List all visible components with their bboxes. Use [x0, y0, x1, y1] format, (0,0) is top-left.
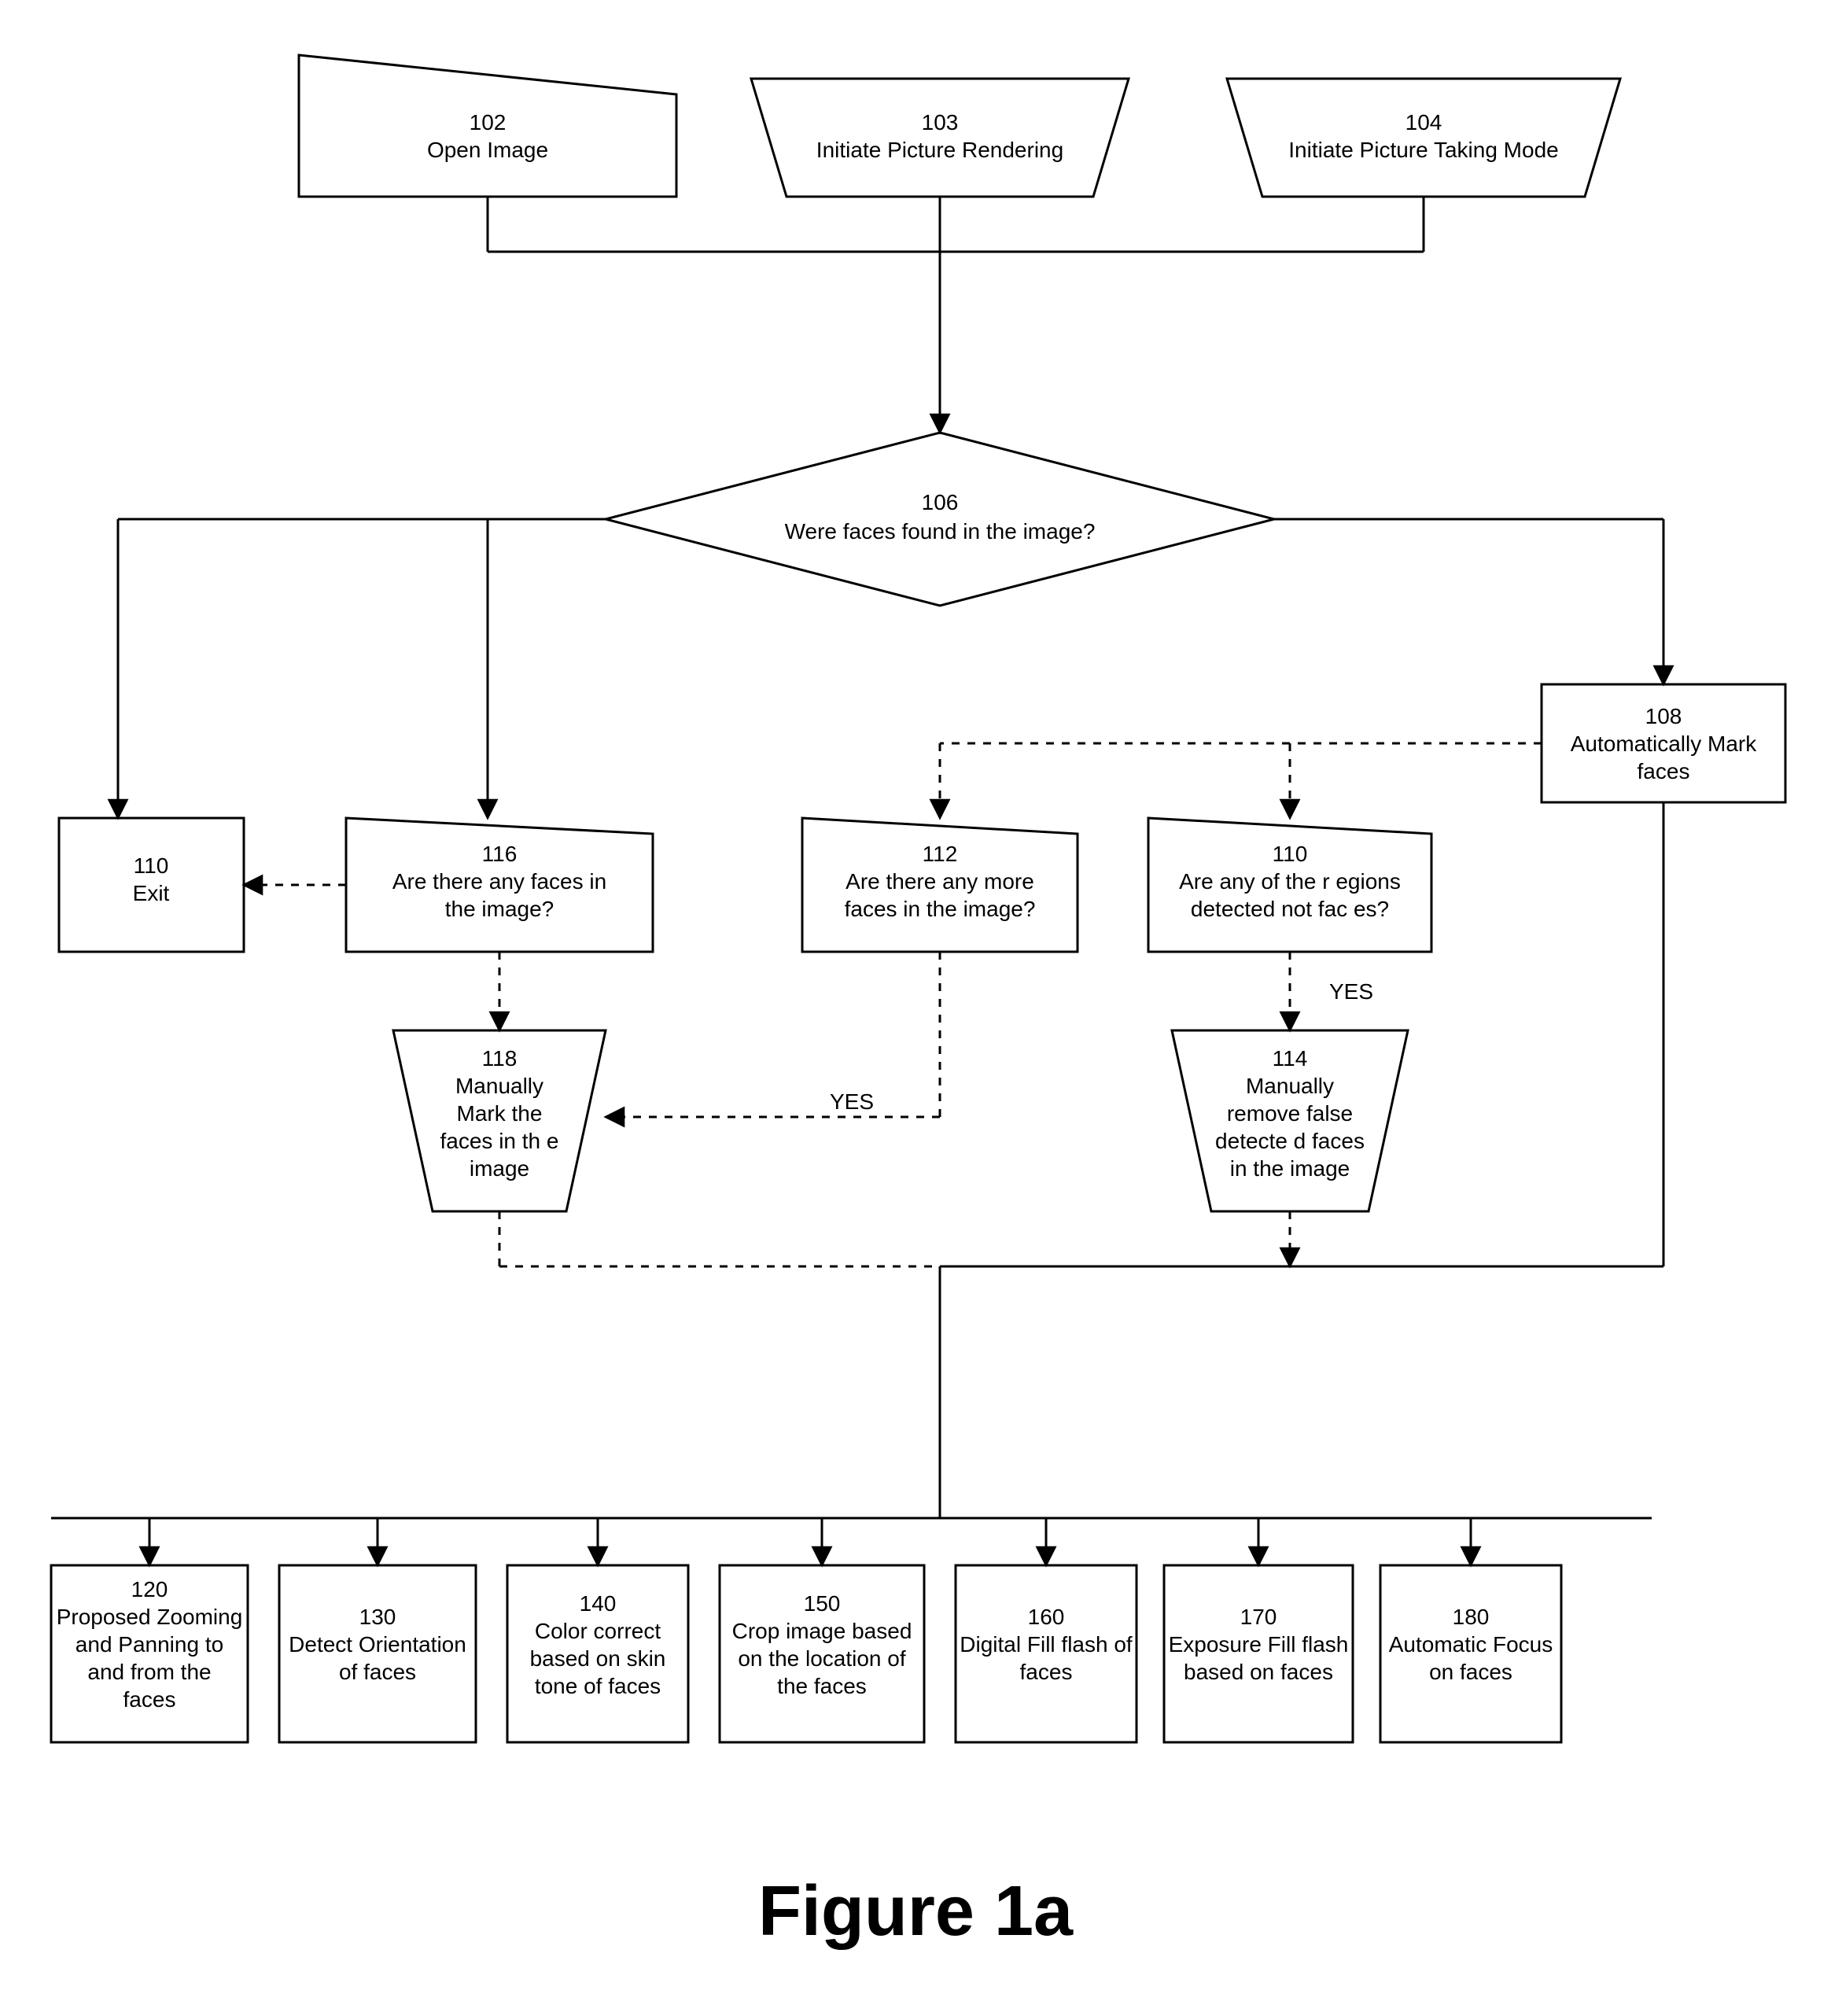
- edge-106-left: [118, 519, 606, 818]
- node-120: 120 Proposed Zooming and Panning to and …: [51, 1565, 248, 1742]
- edge-label-yes1: YES: [1329, 979, 1373, 1004]
- node-110exit-num: 110: [134, 853, 169, 878]
- node-180: 180 Automatic Focus on faces: [1380, 1565, 1561, 1742]
- node-130: 130 Detect Orientation of faces: [279, 1565, 476, 1742]
- edge-top-merge: [488, 197, 1424, 433]
- svg-text:faces: faces: [123, 1687, 176, 1712]
- node-106-decision: 106 Were faces found in the image?: [606, 433, 1274, 606]
- node-114-manual-remove: 114 Manually remove false detecte d face…: [1172, 1030, 1408, 1211]
- node-108-l1: Automatically Mark: [1571, 732, 1758, 756]
- svg-text:170: 170: [1240, 1605, 1277, 1629]
- node-103-num: 103: [922, 110, 959, 135]
- svg-text:tone of faces: tone of faces: [535, 1674, 661, 1698]
- svg-text:Digital Fill flash of: Digital Fill flash of: [960, 1632, 1133, 1657]
- edge-118-down: [499, 1211, 940, 1266]
- node-118-manual-mark: 118 Manually Mark the faces in th e imag…: [393, 1030, 606, 1211]
- edge-label-yes2: YES: [830, 1089, 874, 1114]
- node-106-num: 106: [922, 490, 959, 514]
- node-116-num: 116: [482, 842, 518, 866]
- svg-text:on faces: on faces: [1429, 1660, 1512, 1684]
- svg-text:based on faces: based on faces: [1184, 1660, 1333, 1684]
- svg-text:the faces: the faces: [777, 1674, 867, 1698]
- node-104-initiate-taking: 104 Initiate Picture Taking Mode: [1227, 79, 1620, 197]
- edge-114-down: [940, 1211, 1290, 1266]
- edge-112-to-118: [606, 952, 940, 1117]
- node-110r-num: 110: [1273, 842, 1308, 866]
- node-116-l1: Are there any faces in: [392, 869, 606, 894]
- node-150: 150 Crop image based on the location of …: [720, 1565, 924, 1742]
- svg-text:160: 160: [1028, 1605, 1065, 1629]
- node-120-num: 120: [131, 1577, 168, 1601]
- node-112-any-more-faces: 112 Are there any more faces in the imag…: [802, 818, 1078, 952]
- node-104-label: Initiate Picture Taking Mode: [1288, 138, 1558, 162]
- node-160: 160 Digital Fill flash of faces: [956, 1565, 1137, 1742]
- node-108-num: 108: [1645, 704, 1682, 728]
- node-104-num: 104: [1405, 110, 1442, 135]
- node-112-l1: Are there any more: [846, 869, 1034, 894]
- node-140: 140 Color correct based on skin tone of …: [507, 1565, 688, 1742]
- node-118-l1: Manually: [455, 1074, 543, 1098]
- edge-106-right: [1274, 519, 1663, 684]
- node-110-regions: 110 Are any of the r egions detected not…: [1148, 818, 1431, 952]
- node-114-l2: remove false: [1227, 1101, 1353, 1126]
- svg-text:Crop image based: Crop image based: [732, 1619, 912, 1643]
- figure-caption: Figure 1a: [758, 1872, 1074, 1951]
- node-103-initiate-rendering: 103 Initiate Picture Rendering: [751, 79, 1129, 197]
- node-118-num: 118: [482, 1046, 518, 1071]
- node-106-label: Were faces found in the image?: [785, 519, 1096, 544]
- node-114-l3: detecte d faces: [1215, 1129, 1365, 1153]
- node-114-l1: Manually: [1246, 1074, 1334, 1098]
- node-118-l4: image: [470, 1156, 529, 1181]
- node-110-exit: 110 Exit: [59, 818, 244, 952]
- node-116-any-faces: 116 Are there any faces in the image?: [346, 818, 653, 952]
- svg-text:on the location of: on the location of: [738, 1646, 905, 1671]
- node-103-label: Initiate Picture Rendering: [816, 138, 1063, 162]
- svg-text:Exposure Fill flash: Exposure Fill flash: [1169, 1632, 1349, 1657]
- svg-text:faces: faces: [1020, 1660, 1073, 1684]
- svg-text:based on skin: based on skin: [530, 1646, 666, 1671]
- node-170: 170 Exposure Fill flash based on faces: [1164, 1565, 1353, 1742]
- node-108-l2: faces: [1638, 759, 1690, 783]
- svg-text:180: 180: [1453, 1605, 1490, 1629]
- node-110exit-label: Exit: [133, 881, 170, 905]
- svg-text:Detect Orientation: Detect Orientation: [289, 1632, 466, 1657]
- svg-text:130: 130: [359, 1605, 396, 1629]
- svg-text:and from the: and from the: [87, 1660, 211, 1684]
- svg-text:of faces: of faces: [339, 1660, 416, 1684]
- node-102-label: Open Image: [427, 138, 548, 162]
- node-114-num: 114: [1273, 1046, 1308, 1071]
- svg-text:150: 150: [804, 1591, 841, 1616]
- node-118-l3: faces in th e: [440, 1129, 559, 1153]
- node-102-num: 102: [470, 110, 507, 135]
- node-116-l2: the image?: [445, 897, 554, 921]
- node-108-auto-mark: 108 Automatically Mark faces: [1542, 684, 1785, 802]
- flowchart-canvas: 102 Open Image 103 Initiate Picture Rend…: [0, 0, 1831, 2016]
- svg-text:140: 140: [580, 1591, 617, 1616]
- svg-text:and Panning to: and Panning to: [76, 1632, 223, 1657]
- svg-text:Automatic Focus: Automatic Focus: [1389, 1632, 1553, 1657]
- node-112-num: 112: [923, 842, 958, 866]
- node-110r-l2: detected not fac es?: [1191, 897, 1389, 921]
- svg-text:Color correct: Color correct: [535, 1619, 661, 1643]
- edge-distribution-bus: [149, 1518, 1675, 1565]
- edge-108-dash-left: [940, 743, 1542, 818]
- node-114-l4: in the image: [1230, 1156, 1350, 1181]
- node-102-open-image: 102 Open Image: [299, 55, 676, 197]
- svg-text:Proposed Zooming: Proposed Zooming: [57, 1605, 243, 1629]
- node-118-l2: Mark the: [457, 1101, 543, 1126]
- node-112-l2: faces in the image?: [845, 897, 1036, 921]
- node-110r-l1: Are any of the r egions: [1179, 869, 1401, 894]
